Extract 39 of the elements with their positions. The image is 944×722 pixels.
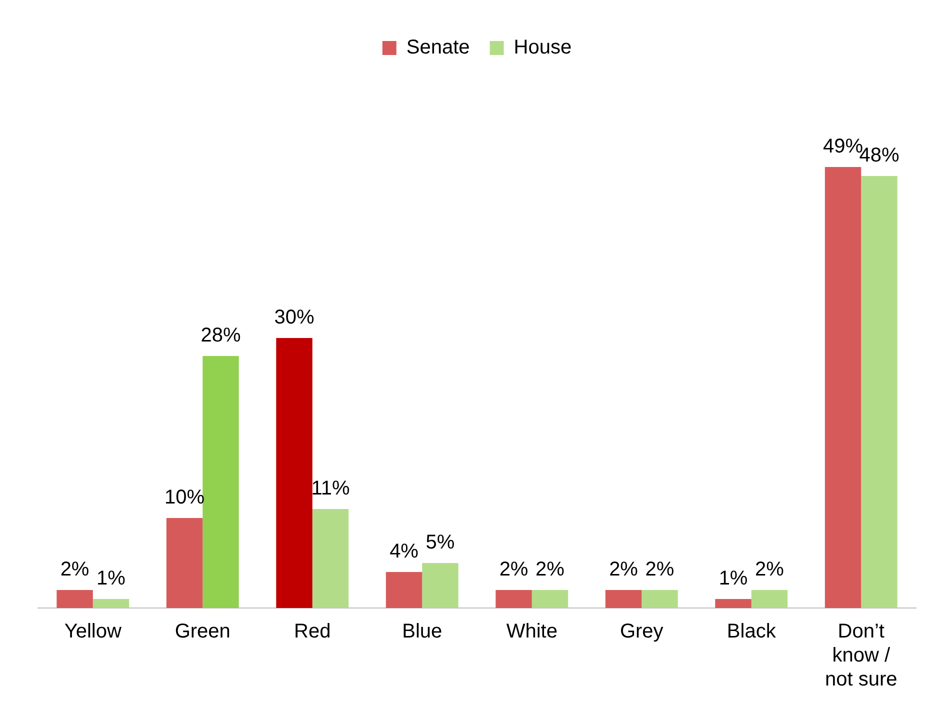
bar xyxy=(202,356,239,608)
bar xyxy=(642,590,678,608)
bar xyxy=(824,167,862,608)
bar xyxy=(861,176,898,608)
x-tick-label: Grey xyxy=(620,620,664,643)
data-label: 2% xyxy=(609,558,638,581)
data-label: 28% xyxy=(200,324,241,347)
x-tick-label: Green xyxy=(174,620,230,643)
data-label: 2% xyxy=(60,558,90,581)
x-tick-label: Black xyxy=(726,620,777,643)
bar xyxy=(496,590,532,608)
bar xyxy=(166,518,203,608)
data-label: 30% xyxy=(274,306,314,329)
data-label: 1% xyxy=(718,568,748,590)
data-label: 5% xyxy=(426,532,455,554)
x-tick-label: Red xyxy=(294,620,331,643)
bar xyxy=(605,590,642,608)
data-label: 4% xyxy=(390,540,419,563)
x-tick-label: Don’t know / not sure xyxy=(824,620,898,691)
bar xyxy=(56,590,93,608)
data-label: 2% xyxy=(645,558,674,581)
data-label: 2% xyxy=(536,558,565,581)
x-tick-label: White xyxy=(506,620,558,643)
x-tick-label: Yellow xyxy=(64,620,122,643)
data-label: 11% xyxy=(311,478,350,500)
data-label: 1% xyxy=(96,568,126,590)
legend-label: Senate xyxy=(406,36,470,59)
bar xyxy=(386,572,422,608)
bar xyxy=(422,563,458,608)
bar xyxy=(751,590,788,608)
bar xyxy=(276,338,312,608)
bar xyxy=(312,509,349,608)
data-label: 2% xyxy=(755,558,784,581)
bar xyxy=(532,590,568,608)
legend-label: House xyxy=(514,36,572,59)
bar xyxy=(715,599,752,608)
data-label: 2% xyxy=(499,558,528,581)
bar xyxy=(92,599,130,608)
x-tick-label: Blue xyxy=(402,620,442,643)
